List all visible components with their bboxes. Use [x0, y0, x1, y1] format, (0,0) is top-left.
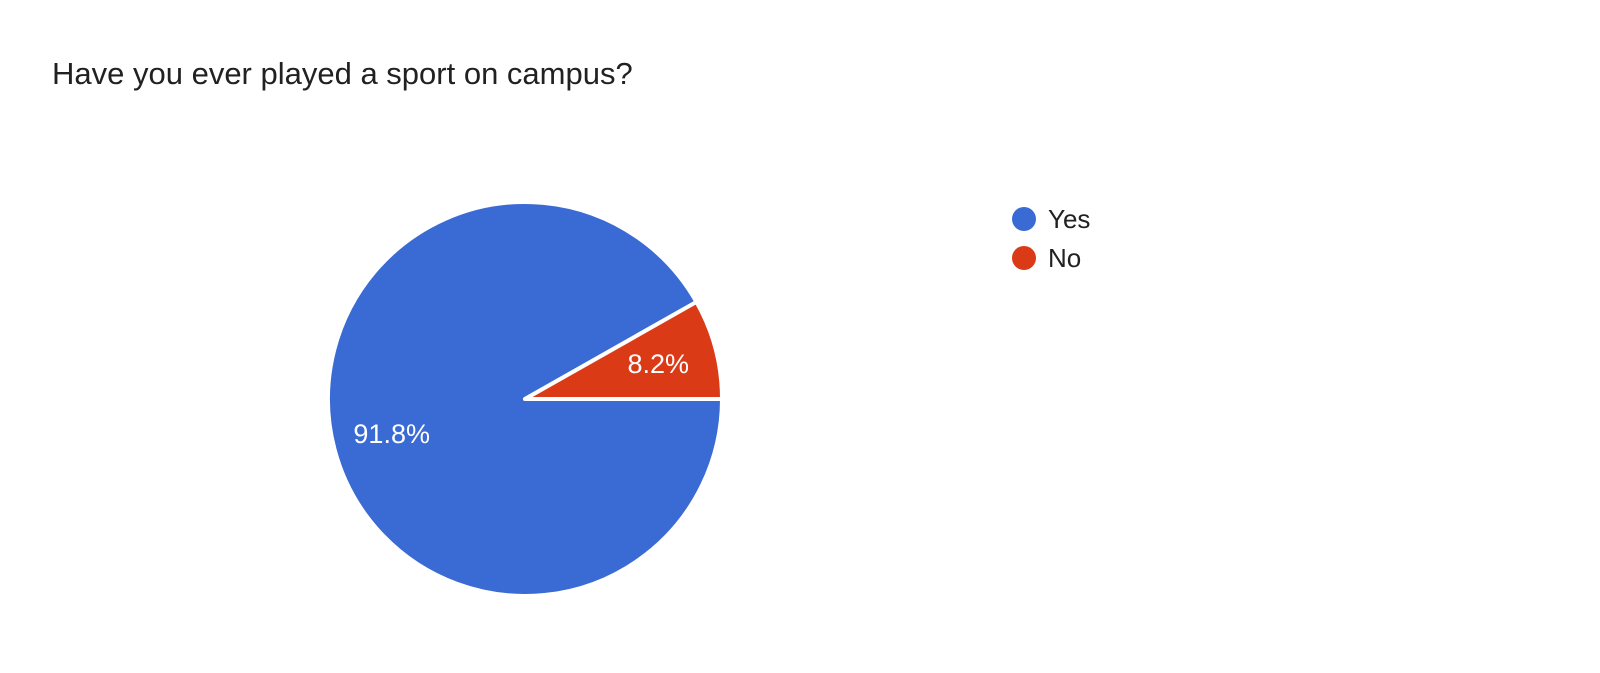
- pie-slice-no[interactable]: [523, 299, 724, 401]
- legend-item-yes: Yes: [1012, 204, 1091, 234]
- legend-swatch: [1012, 207, 1036, 231]
- pie-chart: 91.8% 8.2%: [326, 199, 724, 598]
- pie-slice-label: 8.2%: [628, 349, 690, 379]
- legend-label: Yes: [1048, 204, 1091, 234]
- pie-slice-label: 91.8%: [353, 419, 430, 449]
- legend-item-no: No: [1012, 243, 1090, 273]
- chart-legend: Yes No: [1012, 204, 1091, 273]
- legend-label: No: [1048, 243, 1082, 273]
- question-title: Have you ever played a sport on campus?: [52, 56, 633, 91]
- legend-swatch: [1012, 246, 1036, 270]
